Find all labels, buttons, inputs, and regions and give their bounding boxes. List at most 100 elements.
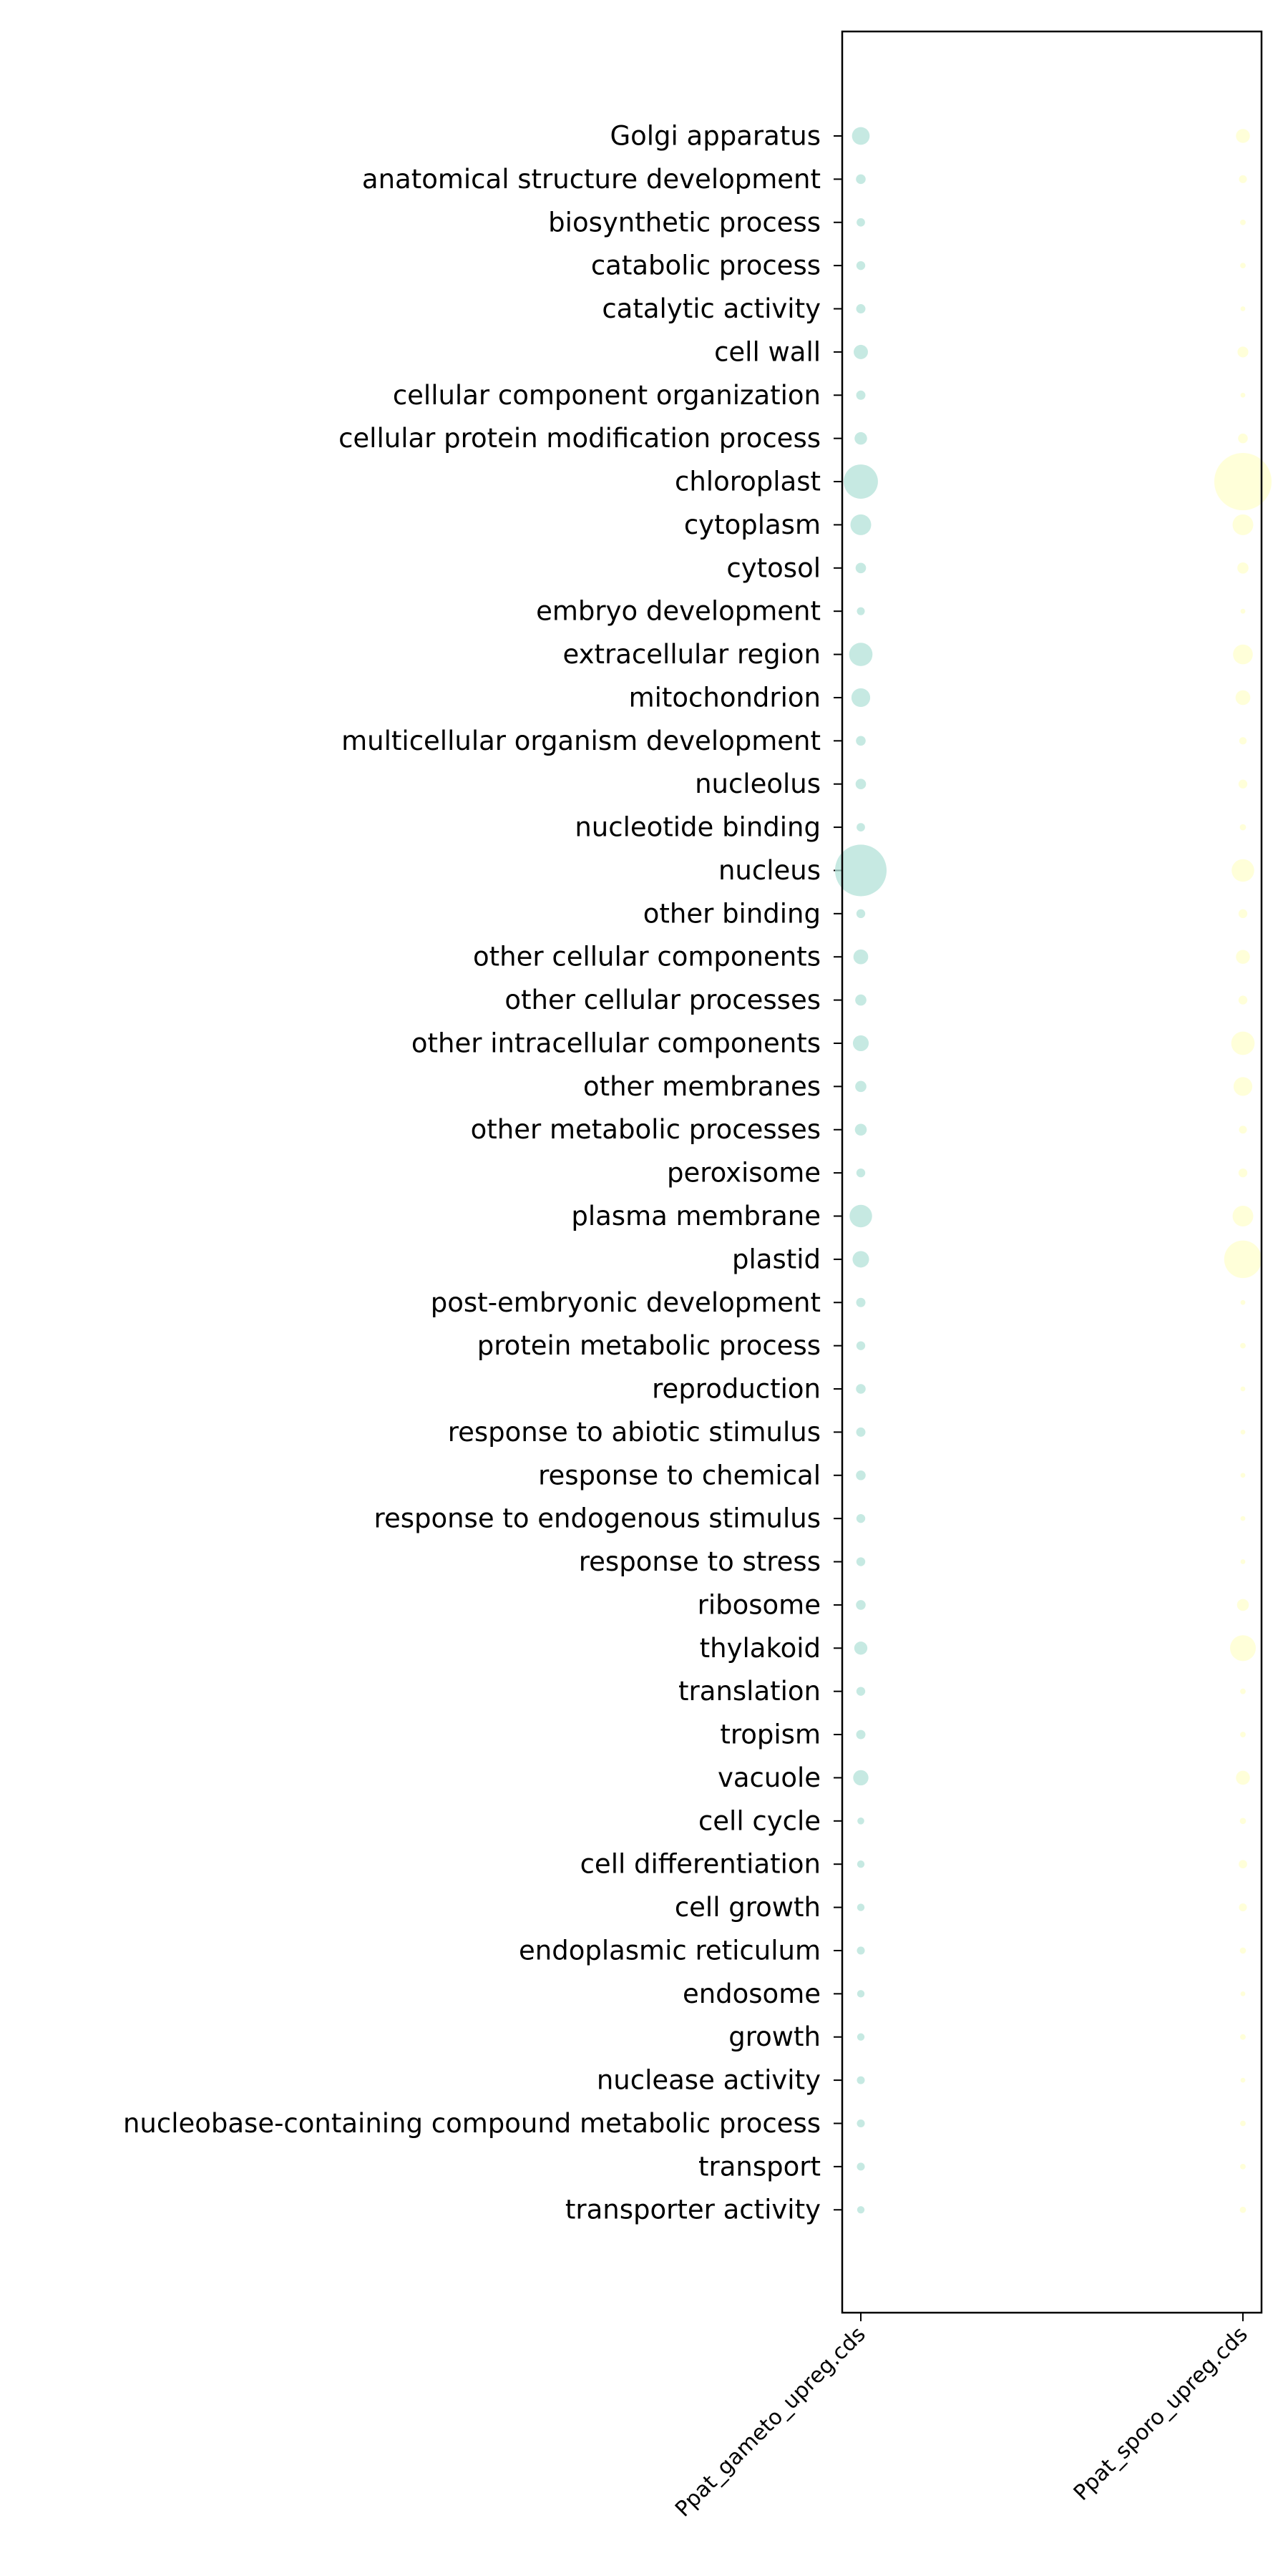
y-tick-label: cellular protein modification process: [338, 423, 821, 454]
bubble: [1240, 608, 1246, 614]
bubble: [1238, 779, 1248, 789]
bubble: [1240, 1386, 1246, 1392]
bubble: [1239, 2206, 1246, 2213]
bubble: [1232, 1206, 1254, 1226]
x-tick-label: Ppat_gameto_upreg.cds: [670, 2322, 871, 2522]
bubble: [1240, 2034, 1246, 2040]
bubble: [857, 1860, 865, 1868]
bubble: [852, 1035, 869, 1052]
y-tick-label: other cellular processes: [504, 985, 821, 1015]
y-tick-label: cytoplasm: [684, 509, 821, 540]
y-tick-label: plastid: [732, 1244, 821, 1274]
y-tick-label: cell differentiation: [580, 1849, 821, 1880]
bubble: [857, 2119, 865, 2128]
bubble: [1240, 1688, 1246, 1694]
bubble: [1237, 346, 1249, 358]
bubble: [856, 260, 866, 270]
y-tick-label: growth: [728, 2021, 821, 2052]
y-ticks: [834, 135, 842, 2211]
y-tick-label: multicellular organism development: [341, 726, 821, 756]
y-tick-label: other metabolic processes: [471, 1114, 821, 1145]
y-tick-label: cellular component organization: [393, 380, 821, 411]
bubble: [1229, 1635, 1257, 1662]
y-tick-label: vacuole: [718, 1762, 821, 1793]
bubble: [856, 1513, 866, 1523]
bubble: [856, 1687, 866, 1696]
y-tick-label: extracellular region: [563, 639, 821, 670]
y-tick-label: anatomical structure development: [362, 164, 821, 195]
bubble: [856, 304, 866, 313]
bubble: [1214, 452, 1272, 511]
bubble: [856, 1168, 866, 1178]
bubble: [1236, 129, 1250, 143]
bubble: [1239, 824, 1246, 831]
x-tick-label: Ppat_sporo_upreg.cds: [1069, 2322, 1253, 2506]
bubble: [1236, 1599, 1249, 1611]
y-tick-label: other binding: [643, 898, 821, 929]
bubble: [1240, 1430, 1246, 1435]
y-tick-label: biosynthetic process: [548, 207, 821, 238]
bubble: [1238, 1168, 1248, 1178]
bubble: [854, 1123, 867, 1136]
y-tick-label: nucleotide binding: [575, 812, 821, 843]
y-tick-label: ribosome: [698, 1589, 821, 1620]
bubble: [849, 1204, 872, 1228]
y-tick-label: other intracellular components: [411, 1028, 821, 1058]
y-tick-label: catalytic activity: [602, 293, 821, 324]
y-tick-label: response to abiotic stimulus: [448, 1417, 821, 1448]
bubble: [852, 127, 870, 145]
bubble: [1224, 1240, 1262, 1279]
bubble: [856, 736, 866, 746]
y-tick-label: response to stress: [579, 1546, 821, 1577]
bubble: [857, 2033, 865, 2041]
bubble: [1240, 2163, 1246, 2170]
y-tick-label: catabolic process: [591, 250, 821, 281]
bubble: [856, 1297, 866, 1307]
y-tick-label: endosome: [683, 1979, 821, 2009]
bubble: [857, 1818, 864, 1825]
bubble: [1231, 859, 1254, 882]
bubble: [855, 994, 867, 1006]
bubble: [849, 643, 873, 666]
bubble: [1236, 950, 1250, 964]
y-tick-label: response to chemical: [538, 1460, 821, 1491]
y-tick-label: peroxisome: [667, 1158, 821, 1189]
bubble: [854, 344, 868, 359]
plot-frame: [841, 30, 1263, 2314]
y-tick-label: reproduction: [652, 1374, 821, 1405]
bubble: [1238, 433, 1248, 444]
bubble: [1240, 1299, 1246, 1305]
y-tick-label: cell growth: [675, 1892, 821, 1923]
bubble: [856, 174, 866, 185]
bubble: [1239, 175, 1247, 183]
bubble: [1240, 1732, 1246, 1737]
bubble: [856, 1384, 866, 1394]
y-tick-label: other membranes: [583, 1071, 821, 1102]
bubbles: [834, 127, 1272, 2214]
bubble: [854, 431, 867, 445]
y-tick-label: embryo development: [536, 596, 821, 627]
bubble: [1233, 1077, 1253, 1096]
bubble: [857, 823, 865, 831]
bubble: [1240, 2077, 1246, 2083]
bubble: [1240, 1473, 1246, 1478]
bubble: [1239, 737, 1247, 745]
y-tick-label: tropism: [720, 1719, 821, 1750]
bubble: [1240, 219, 1246, 225]
x-ticks: [860, 2313, 1244, 2321]
bubble: [856, 1341, 866, 1350]
bubble: [1239, 1903, 1247, 1912]
bubble: [1240, 2120, 1246, 2127]
y-tick-label: endoplasmic reticulum: [519, 1935, 821, 1966]
bubble: [857, 1903, 865, 1911]
y-tick-label: protein metabolic process: [477, 1330, 821, 1361]
y-tick-label: nucleus: [718, 855, 821, 886]
bubble: [852, 1251, 869, 1268]
y-tick-labels: Golgi apparatus anatomical structure deve…: [123, 121, 821, 2225]
bubble: [857, 2206, 865, 2214]
bubble: [1239, 1818, 1246, 1825]
y-tick-label: mitochondrion: [629, 682, 821, 713]
bubble: [857, 607, 865, 615]
y-tick-label: cell wall: [714, 336, 821, 367]
